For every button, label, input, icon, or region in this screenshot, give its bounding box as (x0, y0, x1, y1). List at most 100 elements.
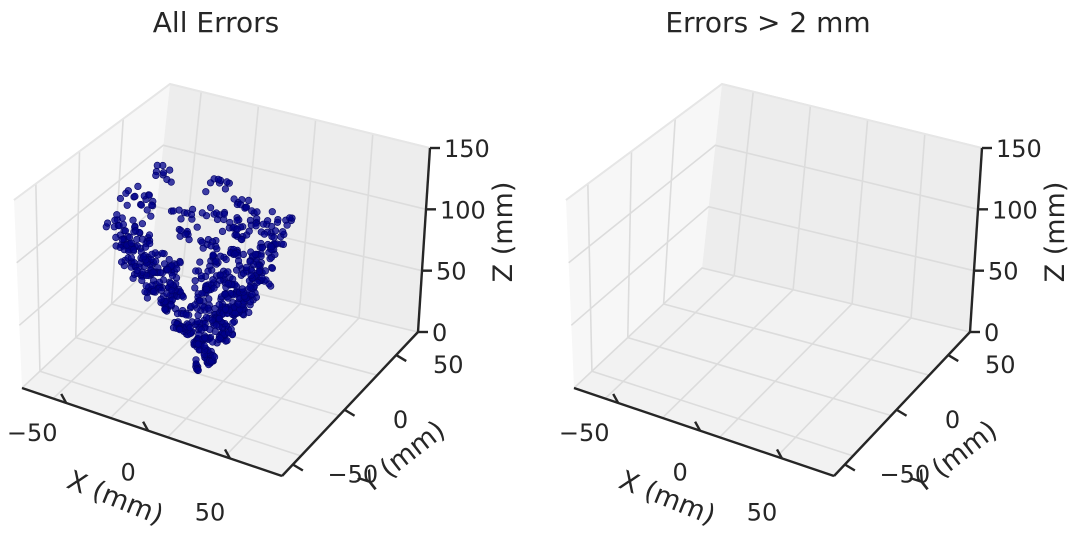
data-point (147, 212, 155, 220)
data-point (271, 250, 279, 258)
data-point (169, 324, 178, 332)
data-point (222, 255, 230, 264)
data-point (207, 204, 215, 212)
data-point (199, 244, 207, 252)
y-tick-label: −50 (328, 460, 379, 488)
data-point (209, 338, 217, 346)
gridline (111, 303, 378, 376)
x-tick-label: 50 (195, 498, 226, 526)
data-point (206, 179, 215, 187)
gridline (358, 133, 374, 318)
data-point (146, 240, 154, 248)
data-point (129, 274, 137, 282)
data-point (242, 263, 251, 271)
gridline (851, 119, 869, 304)
data-point (195, 331, 203, 339)
gridline (626, 151, 633, 338)
data-point (148, 201, 156, 209)
data-point (242, 203, 250, 211)
pane-edge (13, 82, 431, 201)
data-point (260, 230, 269, 238)
gridline (661, 289, 794, 419)
data-point (201, 334, 209, 342)
data-point (221, 185, 229, 193)
data-point (279, 228, 287, 236)
data-point (221, 305, 230, 313)
data-point (182, 311, 190, 319)
data-point (251, 250, 259, 258)
subplot-title: All Errors (153, 6, 279, 39)
data-point (247, 271, 255, 280)
data-point (118, 235, 126, 243)
data-point (268, 208, 276, 216)
data-point (161, 305, 169, 313)
data-point (197, 272, 205, 280)
data-point (198, 289, 206, 297)
gridline (35, 183, 41, 372)
x-tick-label: 50 (747, 498, 778, 526)
data-point (270, 233, 278, 242)
z-axis-label: Z (mm) (488, 182, 519, 283)
gridline (75, 336, 340, 417)
data-point (193, 223, 201, 231)
z-tick-label: 150 (444, 135, 490, 163)
y-tick-label: −50 (880, 460, 931, 488)
data-point (143, 206, 151, 214)
data-point (111, 216, 119, 224)
data-point (267, 243, 276, 251)
data-point (187, 210, 196, 219)
data-point (279, 240, 288, 248)
data-point (132, 227, 140, 235)
gridline (627, 336, 892, 417)
data-point (196, 258, 204, 266)
y-tick-mark (395, 354, 407, 363)
data-point (200, 342, 208, 350)
x-tick-mark (142, 421, 150, 432)
gridline (591, 370, 854, 457)
data-point (156, 269, 165, 277)
x-tick-mark (612, 393, 620, 404)
data-point (229, 319, 237, 327)
back-wall-pane (702, 84, 982, 332)
data-point (169, 207, 177, 215)
data-point (152, 171, 160, 179)
z-tick-label: 50 (988, 258, 1019, 286)
data-point (157, 286, 165, 295)
data-point (209, 276, 217, 284)
data-point (149, 268, 157, 276)
data-point (176, 326, 184, 334)
data-point (175, 206, 183, 214)
y-axis-line (833, 331, 971, 477)
gridline (39, 370, 302, 457)
data-point (194, 366, 202, 374)
z-tick-label: 100 (992, 196, 1038, 224)
data-point (192, 267, 200, 275)
data-point (127, 239, 135, 247)
data-point (129, 216, 137, 224)
data-point (235, 257, 243, 265)
data-point (283, 221, 291, 229)
data-point (191, 284, 199, 292)
gridline (719, 303, 853, 438)
x-tick-mark (223, 448, 232, 459)
data-point (177, 215, 185, 223)
data-point (238, 236, 246, 244)
y-axis-line (281, 331, 419, 477)
data-point (212, 321, 220, 329)
gridline (663, 303, 930, 376)
data-point (253, 208, 261, 216)
gridline (776, 317, 912, 458)
data-point (176, 259, 184, 267)
data-point (233, 266, 241, 274)
z-tick-label: 150 (996, 135, 1042, 163)
data-point (142, 282, 150, 290)
y-tick-mark (947, 354, 959, 363)
x-tick-label: −50 (559, 419, 610, 447)
left-wall-pane (566, 84, 722, 388)
data-point (206, 325, 214, 334)
data-point (112, 233, 120, 241)
data-point (138, 276, 146, 285)
y-tick-label: 0 (945, 406, 960, 434)
data-point (164, 266, 172, 274)
data-point (168, 287, 176, 295)
